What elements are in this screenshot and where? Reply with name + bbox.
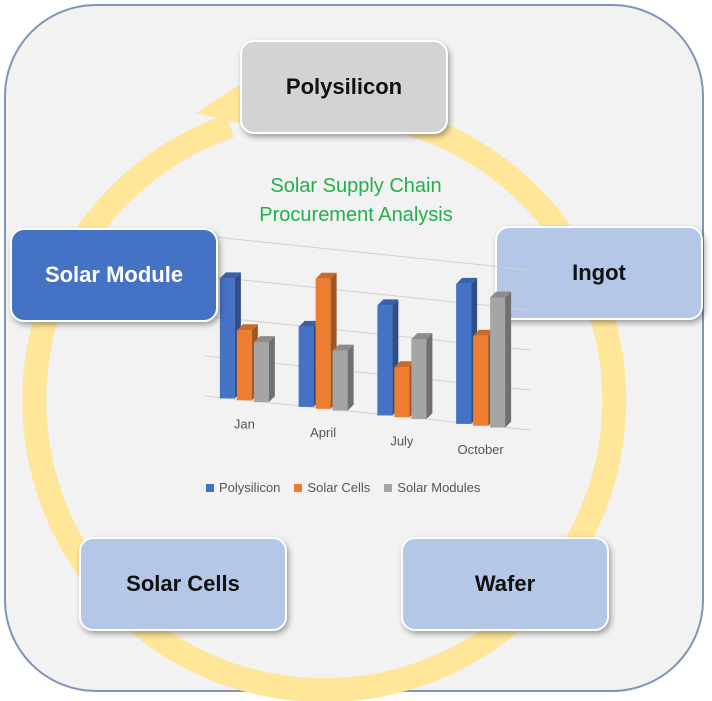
gridline <box>204 275 531 311</box>
legend-item-solar-modules: Solar Modules <box>384 480 480 495</box>
chart-title-line2: Procurement Analysis <box>259 204 453 226</box>
bar <box>332 344 354 411</box>
x-tick-label: July <box>390 433 414 448</box>
node-polysilicon[interactable]: Polysilicon <box>240 40 448 134</box>
bar <box>411 333 433 420</box>
legend-label-solar-modules: Solar Modules <box>397 480 481 495</box>
node-wafer[interactable]: Wafer <box>401 537 609 631</box>
chart-legend: Polysilicon Solar Cells Solar Modules <box>206 480 536 495</box>
bar <box>253 336 275 403</box>
node-solar-module[interactable]: Solar Module <box>10 228 218 322</box>
chart-title: Solar Supply Chain Procurement Analysis <box>206 172 506 230</box>
chart-title-line1: Solar Supply Chain <box>270 175 442 197</box>
legend-label-solar-cells: Solar Cells <box>307 480 371 495</box>
x-tick-label: April <box>310 425 336 440</box>
bar <box>315 272 337 409</box>
bar <box>490 291 512 428</box>
legend-label-polysilicon: Polysilicon <box>219 480 281 495</box>
node-solar-cells-label: Solar Cells <box>126 571 240 596</box>
legend-swatch-solar-modules <box>384 483 393 492</box>
gridline <box>204 235 531 271</box>
legend-swatch-polysilicon <box>206 483 214 492</box>
legend-item-solar-cells: Solar Cells <box>294 480 370 495</box>
node-polysilicon-label: Polysilicon <box>285 74 403 99</box>
x-tick-label: October <box>458 442 505 457</box>
node-ingot[interactable]: Ingot <box>495 226 703 320</box>
node-wafer-label: Wafer <box>474 571 536 596</box>
node-solar-module-label: Solar Module <box>44 262 184 287</box>
legend-item-polysilicon: Polysilicon <box>206 480 280 495</box>
node-ingot-label: Ingot <box>572 260 626 285</box>
x-tick-label: Jan <box>234 416 255 431</box>
node-solar-cells[interactable]: Solar Cells <box>79 537 287 631</box>
legend-swatch-solar-cells <box>294 483 303 492</box>
